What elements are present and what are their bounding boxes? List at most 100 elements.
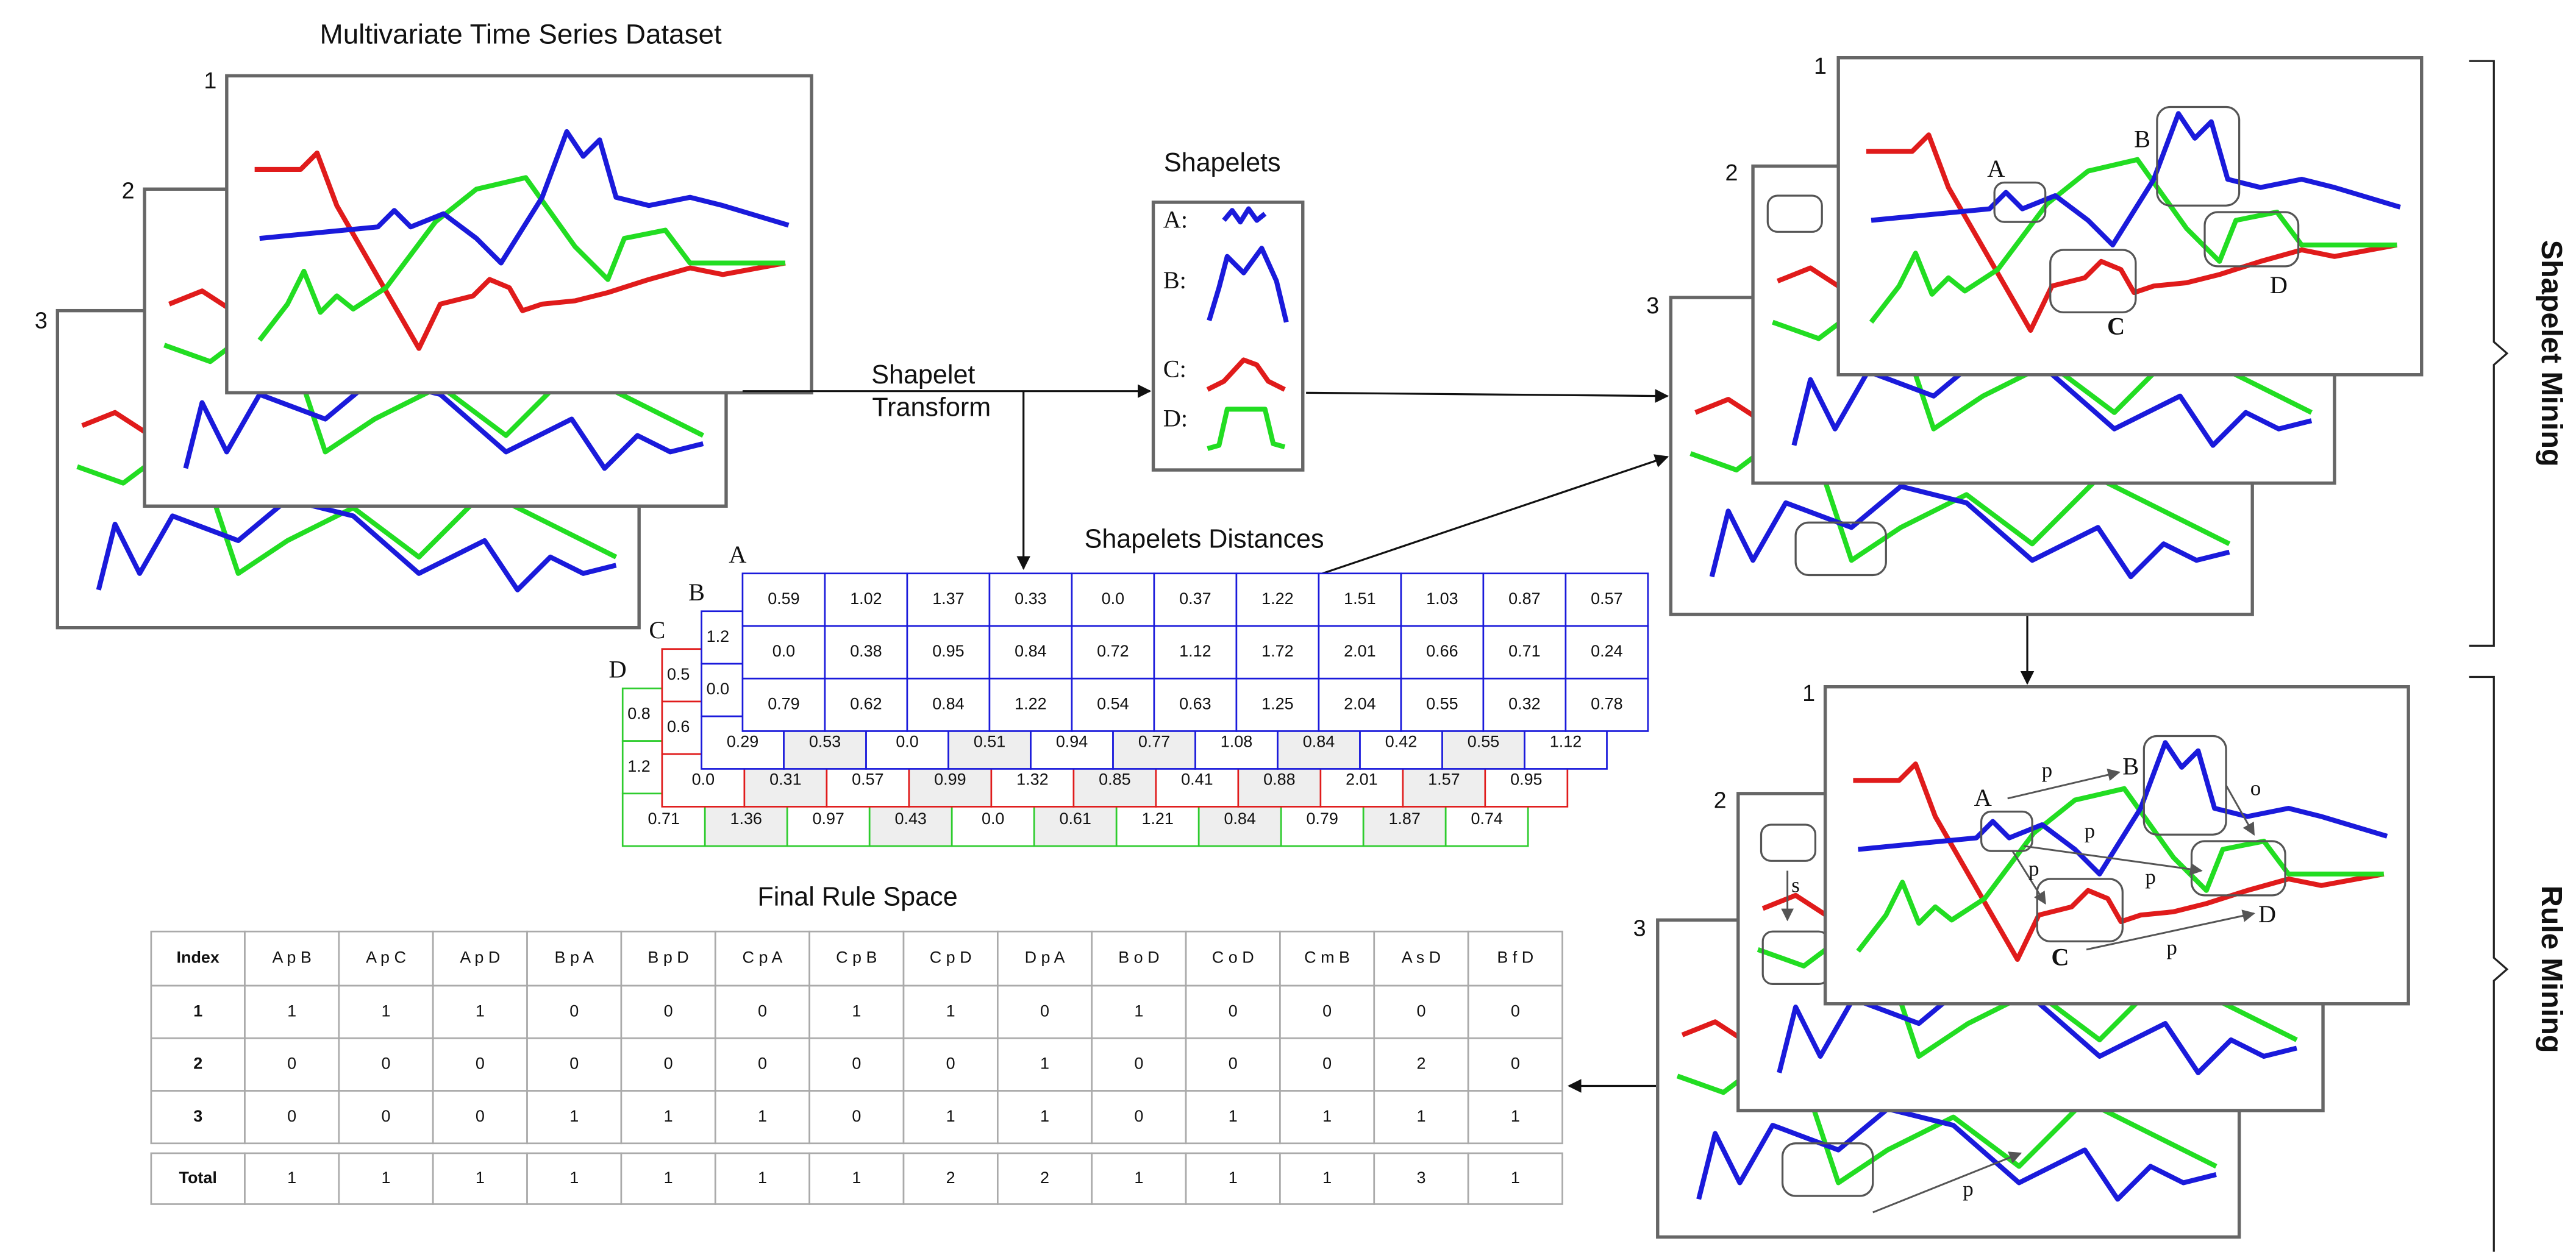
cell-text: 0.42 [1385, 732, 1417, 750]
table-label: A [729, 541, 746, 568]
cell-text: B p A [555, 948, 594, 967]
cell-text: 0.55 [1426, 694, 1458, 713]
cell-text: 0.97 [812, 809, 844, 828]
cell-text: 0 [287, 1055, 296, 1073]
cell-text: 2.01 [1344, 642, 1375, 660]
table-cell [996, 1090, 1093, 1145]
cell-text: C p D [930, 948, 972, 967]
cell-text: 0.88 [1263, 770, 1295, 788]
table-cell [902, 930, 999, 987]
relation-label: s [1791, 873, 1800, 897]
table-cell [714, 1090, 810, 1145]
cell-text: C p A [743, 948, 783, 967]
cell-text: 1 [1322, 1168, 1332, 1187]
cell-text: 0.61 [1059, 809, 1091, 828]
table-cell [996, 1152, 1093, 1205]
table-cell [1279, 1152, 1375, 1205]
cell-text: 1.12 [1179, 642, 1211, 660]
table-cell [714, 1152, 810, 1205]
cell-text: 1.22 [1015, 694, 1046, 713]
stack-label: 2 [122, 178, 135, 204]
cell-text: Total [179, 1168, 217, 1187]
table-cell [1373, 984, 1469, 1039]
cell-text: 1 [287, 1168, 296, 1187]
table-cell [1565, 677, 1649, 732]
cell-text: 0.57 [1591, 589, 1622, 608]
table-cell [1467, 1090, 1563, 1145]
table-cell [1467, 984, 1563, 1039]
cell-text: 0 [664, 1001, 673, 1020]
cell-text: 1.37 [932, 589, 964, 608]
relation-arrow [2086, 909, 2255, 951]
table-cell [1235, 572, 1320, 627]
cell-text: 1 [946, 1107, 955, 1125]
cell-text: 0.99 [934, 770, 966, 788]
cell-text: 1 [382, 1168, 391, 1187]
annotation: B [2134, 125, 2150, 152]
highlight [2156, 105, 2241, 207]
annotation: D [2270, 271, 2288, 299]
cell-text: 0.5 [667, 665, 690, 683]
cell-text: 1 [1040, 1107, 1049, 1125]
table-cell [620, 984, 716, 1039]
table-cell [1318, 677, 1402, 732]
cell-text: 1.21 [1141, 809, 1173, 828]
cell-text: 0.62 [850, 694, 882, 713]
rule-mining-stack [1656, 685, 2410, 1239]
cell-text: 0.79 [768, 694, 799, 713]
cell-text: 0.79 [1306, 809, 1338, 828]
cell-text: C m B [1304, 948, 1350, 967]
cell-text: 0 [1511, 1055, 1520, 1073]
table-cell [338, 1090, 434, 1145]
cell-text: 1.36 [730, 809, 762, 828]
transform-label: Transform [872, 393, 991, 422]
cell-text: 0 [1511, 1001, 1520, 1020]
cell-text: 2 [946, 1168, 955, 1187]
cell-text: 0.59 [768, 589, 799, 608]
table-cell [432, 930, 528, 987]
relation-arrow [2011, 850, 2046, 905]
table-cell [150, 1152, 246, 1205]
cell-text: 1 [1511, 1168, 1520, 1187]
cell-text: B f D [1497, 948, 1533, 967]
table-cell [244, 984, 340, 1039]
table-cell [996, 1037, 1093, 1092]
cell-text: 2 [193, 1055, 202, 1073]
table-cell [1373, 1090, 1469, 1145]
table-cell [432, 984, 528, 1039]
section-label: Shapelet Mining [2535, 240, 2568, 467]
cell-text: 0.53 [809, 732, 841, 750]
cell-text: 2 [1416, 1055, 1425, 1073]
table-cell [1467, 930, 1563, 987]
cell-text: 0.8 [627, 705, 650, 723]
table-label: D [609, 656, 627, 683]
table-cell [996, 930, 1093, 987]
cell-text: 1.2 [627, 757, 650, 775]
cell-text: 0.94 [1056, 732, 1088, 750]
table-cell [1467, 1152, 1563, 1205]
cell-text: 1.22 [1261, 589, 1293, 608]
cell-text: 0.41 [1181, 770, 1213, 788]
table-cell [1153, 677, 1238, 732]
cell-text: 0.32 [1508, 694, 1540, 713]
cell-text: 0.95 [932, 642, 964, 660]
cell-text: 1.02 [850, 589, 882, 608]
cell-text: B p D [648, 948, 688, 967]
cell-text: 0.84 [1303, 732, 1335, 750]
cell-text: 0.55 [1468, 732, 1499, 750]
table-cell [906, 677, 991, 732]
cell-text: 1 [852, 1168, 861, 1187]
cell-text: 1 [1134, 1168, 1143, 1187]
cell-text: 1.08 [1221, 732, 1252, 750]
cell-text: 1.87 [1388, 809, 1420, 828]
table-cell [150, 1037, 246, 1092]
shapelet-label: A: [1163, 205, 1188, 233]
highlight [1766, 194, 1823, 233]
shapelets-box [1151, 201, 1305, 472]
cell-text: 1.51 [1344, 589, 1375, 608]
table-cell [714, 984, 810, 1039]
stack-label: 3 [35, 307, 48, 333]
table-cell [526, 1152, 623, 1205]
brace [2469, 675, 2509, 1252]
cell-text: 0.63 [1179, 694, 1211, 713]
